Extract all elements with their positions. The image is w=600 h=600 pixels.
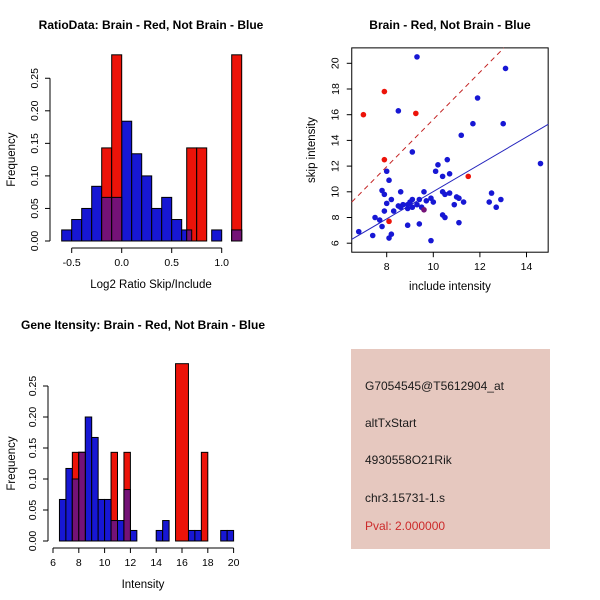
svg-text:0.05: 0.05 <box>29 198 41 219</box>
svg-text:1.0: 1.0 <box>214 257 229 269</box>
svg-text:18: 18 <box>330 83 342 95</box>
svg-text:0.10: 0.10 <box>27 469 39 490</box>
svg-text:0.5: 0.5 <box>164 257 179 269</box>
svg-text:14: 14 <box>521 261 533 273</box>
svg-text:12: 12 <box>330 160 342 172</box>
svg-text:20: 20 <box>330 57 342 69</box>
svg-text:16: 16 <box>330 109 342 121</box>
svg-text:0.0: 0.0 <box>114 257 129 269</box>
svg-text:8: 8 <box>76 557 82 569</box>
locus-id-text: chr3.15731-1.s <box>365 491 446 505</box>
svg-text:12: 12 <box>474 261 486 273</box>
svg-text:Brain - Red, Not Brain - Blue: Brain - Red, Not Brain - Blue <box>369 18 531 32</box>
gene-intensity-histogram-panel: 0.00 0.05 0.10 0.15 0.20 0.25 6 8 10 12 14 16 18 20 Ge… <box>6 318 265 591</box>
svg-text:0.00: 0.00 <box>29 231 41 252</box>
svg-text:16: 16 <box>176 557 188 569</box>
svg-text:10: 10 <box>330 186 342 198</box>
svg-text:-0.5: -0.5 <box>63 257 81 269</box>
svg-text:0.10: 0.10 <box>29 166 41 187</box>
svg-text:18: 18 <box>202 557 214 569</box>
svg-text:0.00: 0.00 <box>27 531 39 552</box>
svg-text:RatioData: Brain - Red, Not Br: RatioData: Brain - Red, Not Brain - Blue <box>39 18 264 32</box>
pval-text: Pval: 2.000000 <box>365 519 446 533</box>
svg-text:skip intensity: skip intensity <box>306 117 318 183</box>
svg-text:10: 10 <box>99 557 111 569</box>
svg-text:Frequency: Frequency <box>6 132 18 187</box>
svg-text:6: 6 <box>330 240 342 246</box>
svg-text:Frequency: Frequency <box>6 436 18 491</box>
svg-text:10: 10 <box>427 261 439 273</box>
svg-text:0.15: 0.15 <box>27 438 39 459</box>
gene-info-panel: G7054545@T5612904_at altTxStart 4930558O… <box>351 349 550 549</box>
svg-text:Gene Itensity: Brain - Red, No: Gene Itensity: Brain - Red, Not Brain - … <box>21 318 265 332</box>
svg-text:0.25: 0.25 <box>29 68 41 89</box>
svg-text:0.20: 0.20 <box>27 407 39 428</box>
svg-text:Intensity: Intensity <box>122 579 165 591</box>
svg-text:20: 20 <box>228 557 240 569</box>
svg-text:0.15: 0.15 <box>29 133 41 154</box>
ratio-histogram-panel: 0.00 0.05 0.10 0.15 0.20 0.25 -0.5 0.0 0.5 1.0 Rat… <box>6 18 264 291</box>
svg-text:0.05: 0.05 <box>27 500 39 521</box>
gene-symbol-text: 4930558O21Rik <box>365 453 452 467</box>
svg-text:14: 14 <box>150 557 162 569</box>
svg-text:include intensity: include intensity <box>409 281 491 293</box>
svg-text:8: 8 <box>384 261 390 273</box>
event-type-text: altTxStart <box>365 416 417 430</box>
svg-text:6: 6 <box>50 557 56 569</box>
intensity-scatter-panel: 8 10 12 14 6 8 10 12 14 16 18 20 Brain - Red, Not Br… <box>306 18 549 293</box>
svg-text:Log2 Ratio Skip/Include: Log2 Ratio Skip/Include <box>90 279 211 291</box>
svg-text:8: 8 <box>330 214 342 220</box>
svg-text:12: 12 <box>125 557 137 569</box>
probe-id-text: G7054545@T5612904_at <box>365 379 504 393</box>
svg-text:0.25: 0.25 <box>27 376 39 397</box>
svg-text:0.20: 0.20 <box>29 100 41 121</box>
svg-text:14: 14 <box>330 134 342 146</box>
